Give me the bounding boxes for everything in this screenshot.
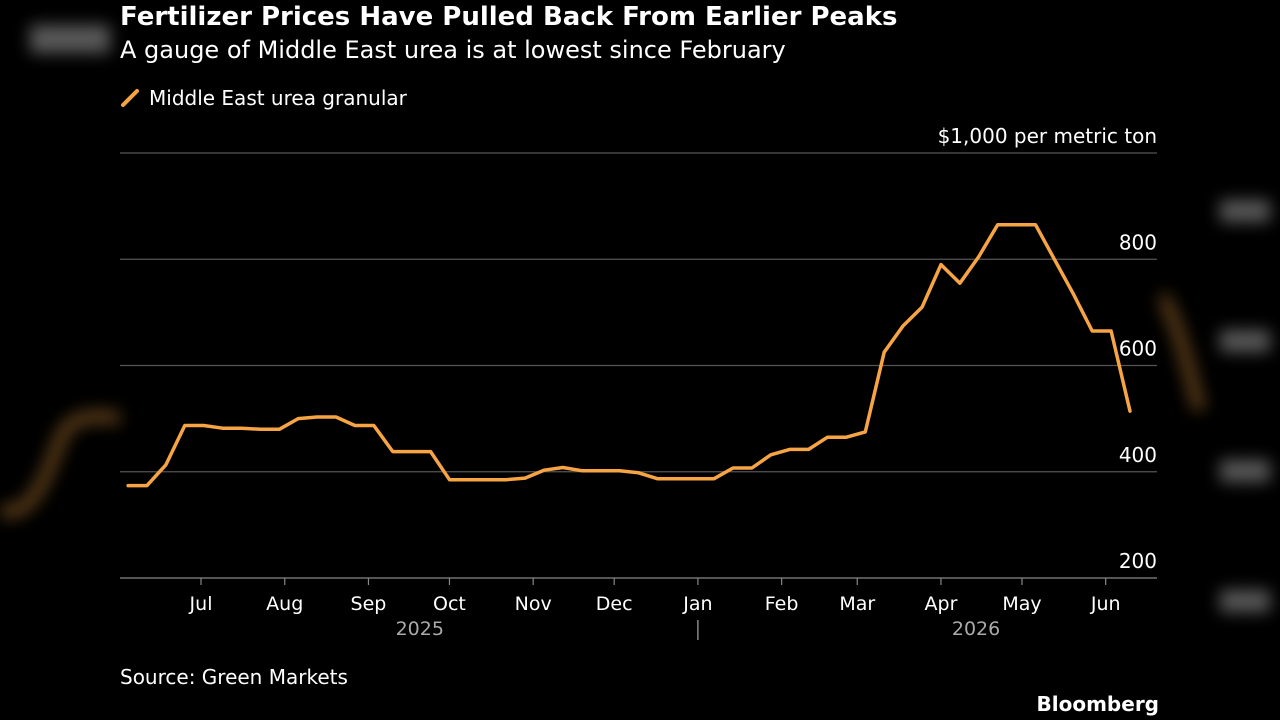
series-layer [126,222,1132,488]
x-tick-label: Sep [351,593,387,615]
x-tick-label: Nov [515,593,552,615]
year-label: 2025 [396,618,444,640]
x-axis: Jul Aug Sep Oct Nov Dec Jan Feb Mar Apr May Jun 2025… [189,578,1121,640]
blurred-background-right [1160,200,1270,612]
blurred-background-left [0,25,120,519]
x-tick-label: Aug [266,593,303,615]
x-tick-label: May [1002,593,1041,615]
legend-swatch [121,89,139,107]
x-tick-label: Mar [839,593,875,615]
y-tick-label: 600 [1119,337,1157,361]
x-tick-label: Feb [765,593,799,615]
legend: Middle East urea granular [121,86,408,110]
gridlines [120,152,1157,579]
bloomberg-logo: Bloomberg [1036,692,1159,716]
y-tick-label: 800 [1119,230,1157,254]
x-tick-label: Jul [189,593,213,615]
chart-title: Fertilizer Prices Have Pulled Back From … [120,2,898,32]
x-tick-label: Jan [682,593,712,615]
y-tick-label: 400 [1119,443,1157,467]
y-tick-label: 200 [1119,549,1157,573]
chart-subtitle: A gauge of Middle East urea is at lowest… [120,36,786,64]
y-axis: 200 400 600 800 $1,000 per metric ton [938,124,1157,573]
x-tick-label: Apr [925,593,958,615]
y-tick-label: $1,000 per metric ton [938,124,1157,148]
x-tick-label: Jun [1090,593,1121,615]
x-tick-label: Oct [433,593,466,615]
series-line [126,222,1132,488]
source-note: Source: Green Markets [120,665,348,689]
year-label: 2026 [952,618,1000,640]
legend-label: Middle East urea granular [149,86,408,110]
x-tick-label: Dec [596,593,633,615]
